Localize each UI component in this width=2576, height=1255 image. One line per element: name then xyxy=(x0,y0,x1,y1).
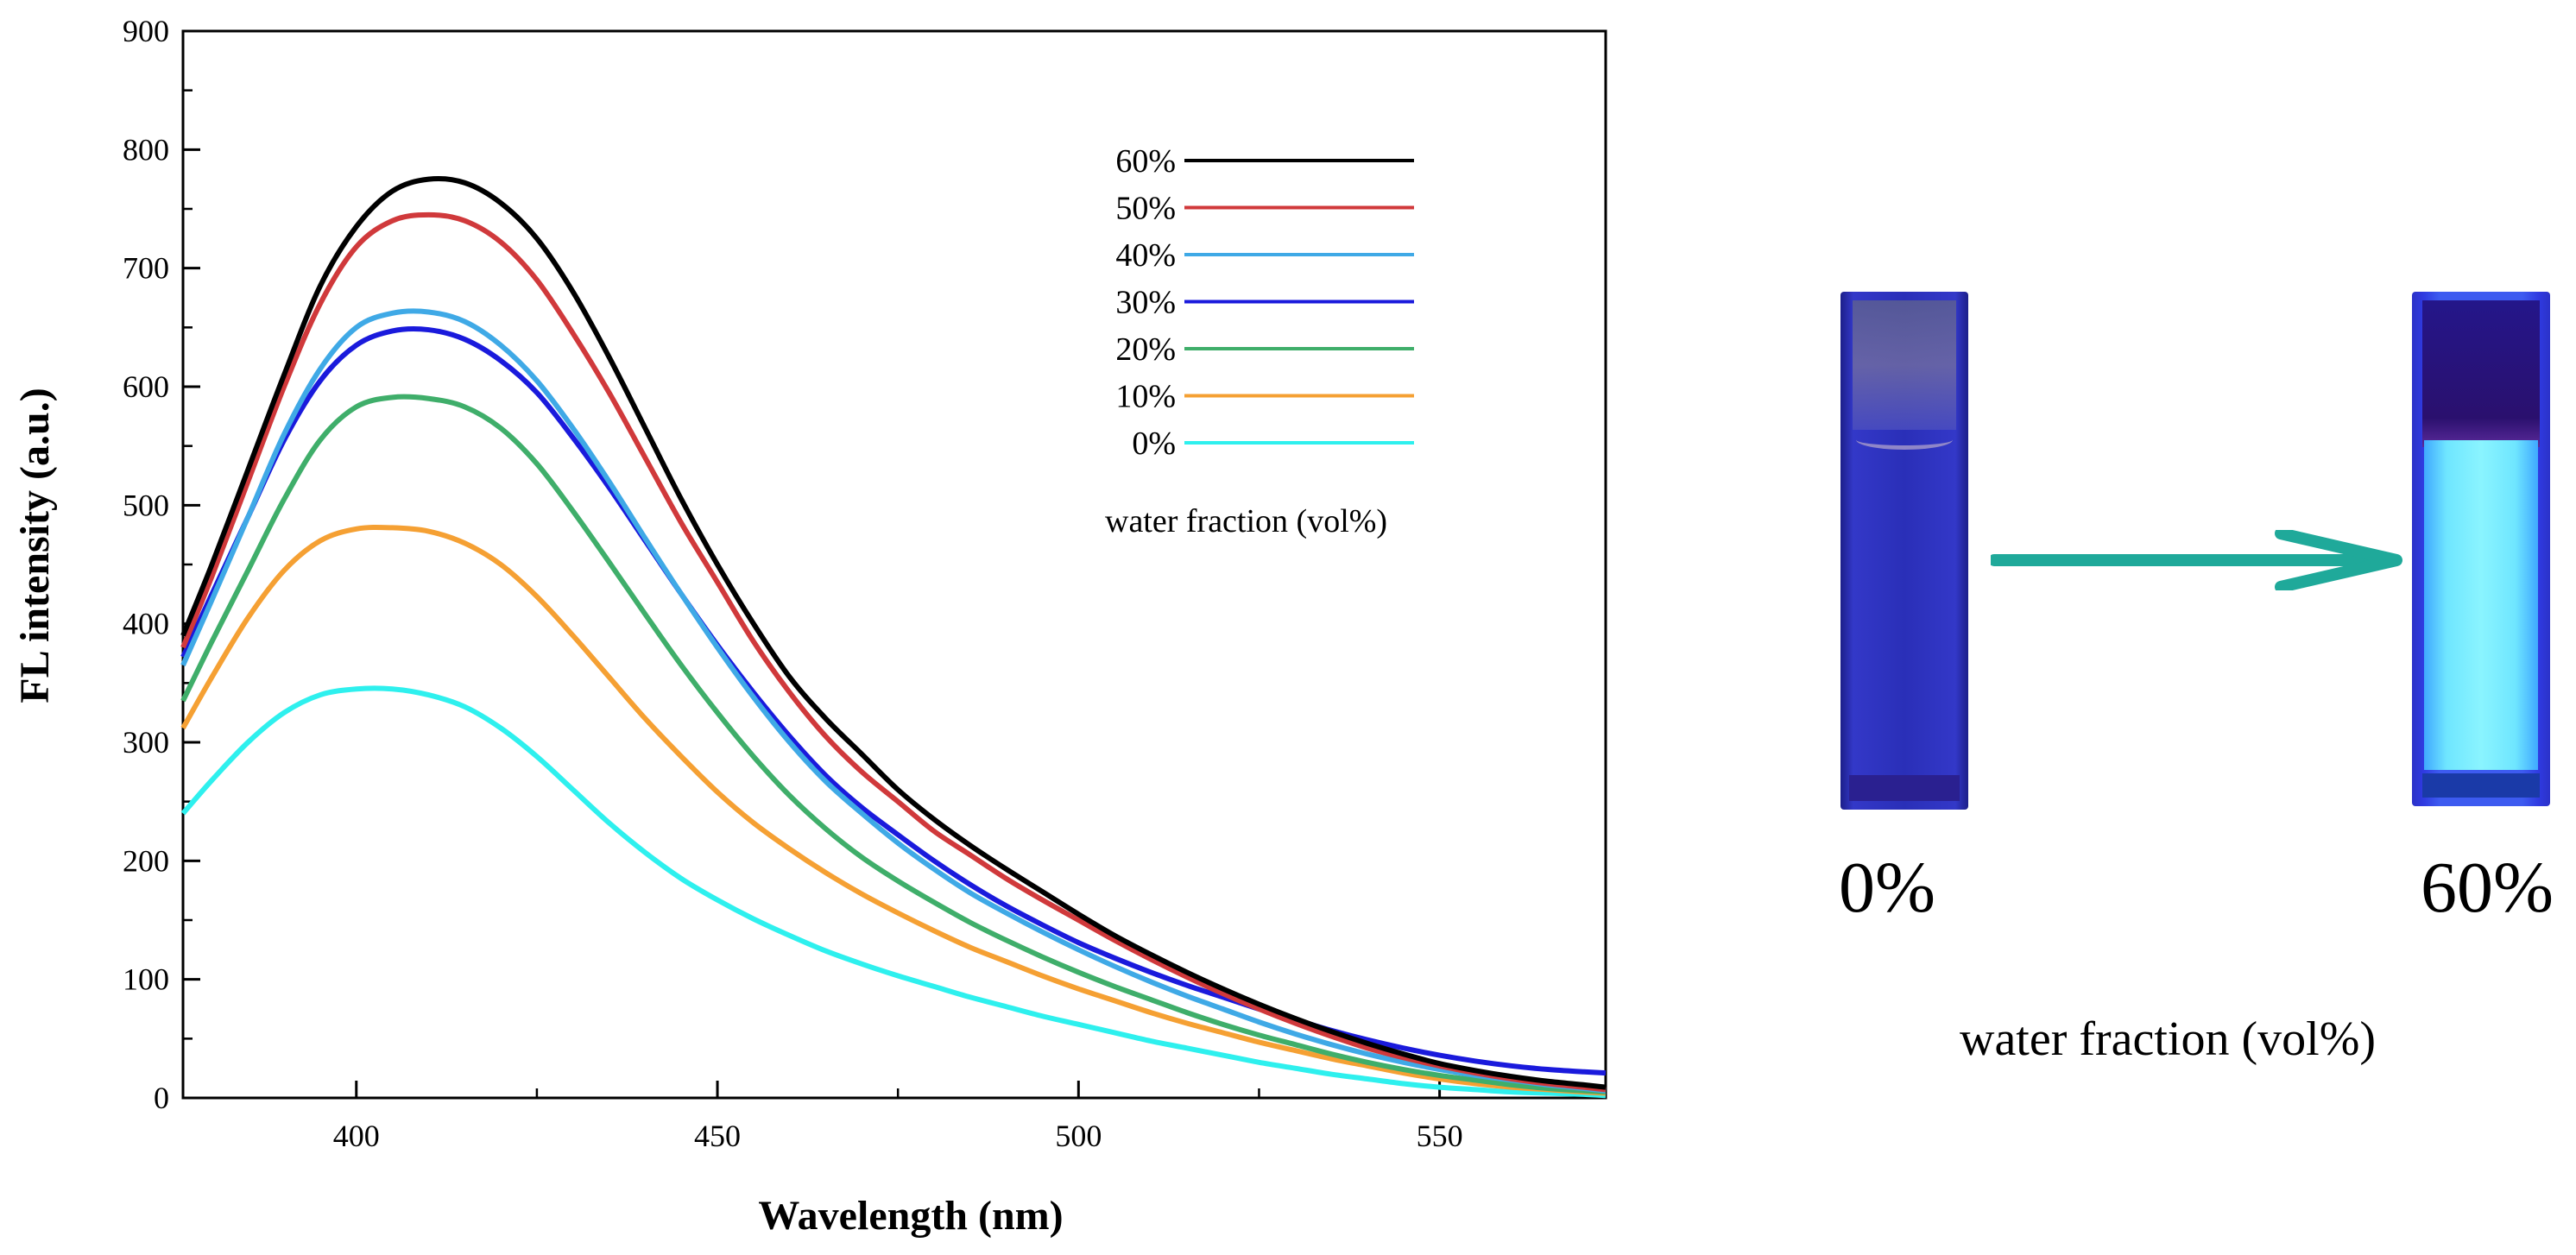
arrow-icon xyxy=(1988,527,2405,593)
y-tick-label: 300 xyxy=(123,725,169,760)
series-line-50pct xyxy=(180,211,1607,1093)
fl-spectrum-chart: 0 100 200 300 400 500 600 700 800 900 400 450 500 550… xyxy=(12,14,1607,1239)
y-tick-label: 600 xyxy=(123,369,169,404)
legend-title: water fraction (vol%) xyxy=(1105,503,1387,539)
series-line-30pct xyxy=(180,326,1607,1076)
cuvette-fluorescence xyxy=(2424,440,2538,770)
cuvette-60-percent xyxy=(2412,292,2550,806)
cuvette-0-percent xyxy=(1840,292,1968,810)
x-tick-label: 550 xyxy=(1417,1119,1463,1153)
series-lines xyxy=(180,175,1607,1099)
series-line-40pct xyxy=(180,308,1607,1094)
cuvette-base xyxy=(1849,775,1960,801)
cuvette-headspace xyxy=(1853,300,1956,430)
y-tick-label: 500 xyxy=(123,488,169,522)
y-axis-title: FL intensity (a.u.) xyxy=(12,388,58,703)
legend-label: 60% xyxy=(1115,143,1176,180)
photo-caption: water fraction (vol%) xyxy=(1960,1012,2376,1066)
y-tick-label: 200 xyxy=(123,843,169,878)
legend-label: 30% xyxy=(1115,285,1176,321)
x-tick-label: 400 xyxy=(333,1119,380,1153)
x-tick-label: 450 xyxy=(694,1119,741,1153)
series-line-0pct xyxy=(180,685,1607,1099)
x-axis-title: Wavelength (nm) xyxy=(758,1193,1063,1239)
cuvette-meniscus xyxy=(1856,430,1953,450)
y-tick-label: 0 xyxy=(154,1081,169,1115)
y-tick-label: 900 xyxy=(123,14,169,48)
series-line-60pct xyxy=(180,175,1607,1090)
y-tick-label: 400 xyxy=(123,607,169,641)
legend-label: 50% xyxy=(1115,191,1176,227)
y-tick-label: 800 xyxy=(123,132,169,167)
legend: 60% 50% 40% 30% 20% 10% 0% water fraction (vol%… xyxy=(1105,143,1414,539)
cuvette-headspace xyxy=(2422,300,2540,447)
legend-label: 0% xyxy=(1132,426,1176,462)
series-line-10pct xyxy=(180,524,1607,1096)
x-tick-label: 500 xyxy=(1055,1119,1102,1153)
axes: 0 100 200 300 400 500 600 700 800 900 400 450 500 550 xyxy=(123,14,1607,1153)
cuvette-base xyxy=(2422,773,2540,798)
y-tick-label: 700 xyxy=(123,251,169,286)
y-tick-label: 100 xyxy=(123,962,169,997)
label-60-percent: 60% xyxy=(2421,848,2554,928)
series-line-20pct xyxy=(180,394,1607,1095)
legend-label: 20% xyxy=(1115,331,1176,368)
legend-label: 40% xyxy=(1115,237,1176,274)
label-0-percent: 0% xyxy=(1839,848,1935,928)
legend-label: 10% xyxy=(1115,379,1176,415)
